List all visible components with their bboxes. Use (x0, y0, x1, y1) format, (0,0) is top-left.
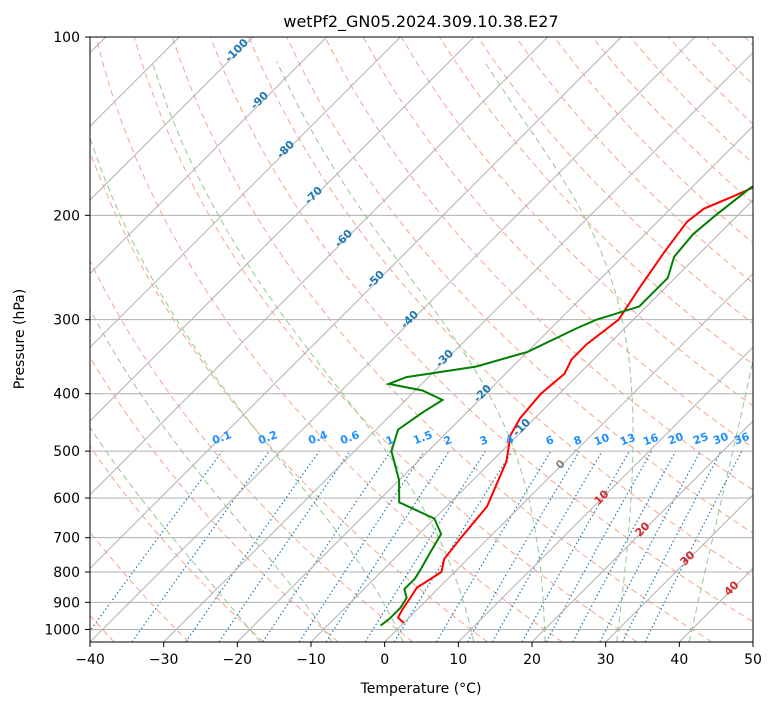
dry-adiabat-line (95, 37, 563, 642)
dry-adiabat-line (286, 37, 753, 534)
moist-adiabat-line (90, 136, 404, 642)
mixing-ratio-label: 4 (504, 432, 516, 447)
mixing-ratio-line (185, 450, 320, 642)
mixing-ratio-line (325, 450, 450, 642)
mixing-ratio-label: 20 (666, 430, 685, 448)
x-tick-label: −10 (296, 652, 326, 668)
mixing-ratio-label: 10 (592, 431, 611, 449)
dry-adiabat-line (133, 37, 638, 642)
y-tick-label: 400 (53, 387, 80, 403)
isotherm-gridline (531, 420, 753, 642)
x-tick-label: 50 (744, 652, 762, 668)
dry-adiabat-line (324, 37, 753, 491)
mixing-ratio-label: 0.1 (210, 428, 233, 447)
plot-frame (89, 36, 754, 643)
y-tick-label: 900 (53, 595, 80, 611)
mixing-ratio-label: 0.2 (256, 428, 279, 447)
plot-area (90, 37, 753, 642)
x-tick-label: 10 (449, 652, 467, 668)
sounding-profiles (379, 185, 753, 627)
isotherm-gridline (90, 37, 622, 570)
mixing-ratio-label: 3 (478, 433, 490, 448)
mixing-ratio-label: 36 (732, 430, 751, 448)
moist-adiabat-line (90, 308, 333, 642)
dry-adiabat-line (90, 259, 414, 642)
isotherm-gridline (457, 346, 753, 642)
mixing-ratio-label: 2 (442, 433, 454, 448)
moist-adiabat-line (688, 358, 753, 642)
mixing-ratio-line (218, 450, 351, 642)
x-tick-label: −30 (149, 652, 179, 668)
isotherm-gridline (90, 37, 254, 201)
y-tick-label: 100 (53, 30, 80, 46)
temperature-line (396, 186, 753, 624)
isotherm-gridline (236, 125, 753, 642)
mixing-ratio-line (644, 450, 743, 642)
grid-lines (90, 37, 753, 642)
isotherm-gridline (90, 37, 475, 422)
mixing-ratio-line (545, 450, 653, 642)
y-tick-label: 300 (53, 313, 80, 329)
mixing-ratio-label: 13 (618, 431, 637, 448)
chart-title: wetPf2_GN05.2024.309.10.38.E27 (283, 12, 558, 32)
y-tick-label: 700 (53, 531, 80, 547)
dry-adiabat-line (171, 37, 712, 642)
isotherm-gridline (163, 51, 753, 642)
y-tick-label: 800 (53, 565, 80, 581)
mixing-ratio-label: 8 (572, 433, 584, 448)
mixing-ratio-line (90, 450, 223, 632)
isotherm-gridline (90, 37, 696, 642)
isotherm-gridline (90, 37, 328, 275)
isotherm-gridline (90, 37, 549, 496)
y-axis: 100 200 300 400 500 600 700 800 900 1000 (44, 30, 90, 638)
dry-adiabat-line (90, 356, 339, 642)
x-tick-label: −40 (75, 652, 105, 668)
mixing-ratio-line (521, 450, 631, 642)
x-axis-title: Temperature (°C) (360, 681, 482, 697)
mixing-ratio-label: 0.4 (306, 428, 329, 447)
mixing-ratio-label: 1.5 (411, 428, 434, 447)
mixing-ratio-label: 1 (384, 433, 396, 448)
background-reference-lines (90, 37, 753, 642)
isotherm-gridline (310, 199, 753, 642)
isotherm-gridline (90, 37, 401, 349)
mixing-ratio-label: 0.6 (338, 428, 361, 447)
y-tick-label: 500 (53, 444, 80, 460)
mixing-ratio-label: 30 (711, 430, 730, 448)
moist-adiabat-line (90, 426, 261, 642)
mixing-ratio-line (131, 450, 270, 642)
mixing-ratio-label: 6 (544, 433, 556, 448)
isotherm-gridline (384, 272, 753, 642)
x-tick-label: 0 (380, 652, 389, 668)
mixing-ratio-label: 16 (641, 431, 660, 449)
dewpoint-line (379, 185, 753, 627)
x-tick-label: 40 (670, 652, 688, 668)
y-tick-label: 200 (53, 208, 80, 224)
dry-adiabat-line (210, 37, 753, 623)
x-axis: −40 −30 −20 −10 0 10 20 30 40 50 (75, 642, 762, 668)
x-tick-label: 20 (523, 652, 541, 668)
moist-adiabat-line (483, 61, 634, 642)
dry-adiabat-line (248, 37, 753, 578)
mixing-ratio-labels: 0.1 0.2 0.4 0.6 1 1.5 2 3 4 6 8 10 13 16… (210, 428, 751, 448)
mixing-ratio-line (262, 450, 392, 642)
dry-adiabat-line (90, 445, 264, 642)
x-tick-label: −20 (223, 652, 253, 668)
y-axis-title: Pressure (hPa) (12, 289, 28, 389)
y-tick-label: 1000 (44, 622, 80, 638)
isotherm-gridline (605, 493, 753, 642)
y-tick-label: 600 (53, 491, 80, 507)
x-tick-label: 30 (597, 652, 615, 668)
mixing-ratio-label: 25 (691, 430, 710, 447)
mixing-ratio-line (393, 450, 513, 642)
mixing-ratio-line (298, 450, 425, 642)
moist-adiabat-line (276, 61, 546, 642)
mixing-ratio-line (572, 450, 677, 642)
moist-adiabat-line (151, 61, 475, 642)
dry-adiabat-line (515, 37, 753, 284)
